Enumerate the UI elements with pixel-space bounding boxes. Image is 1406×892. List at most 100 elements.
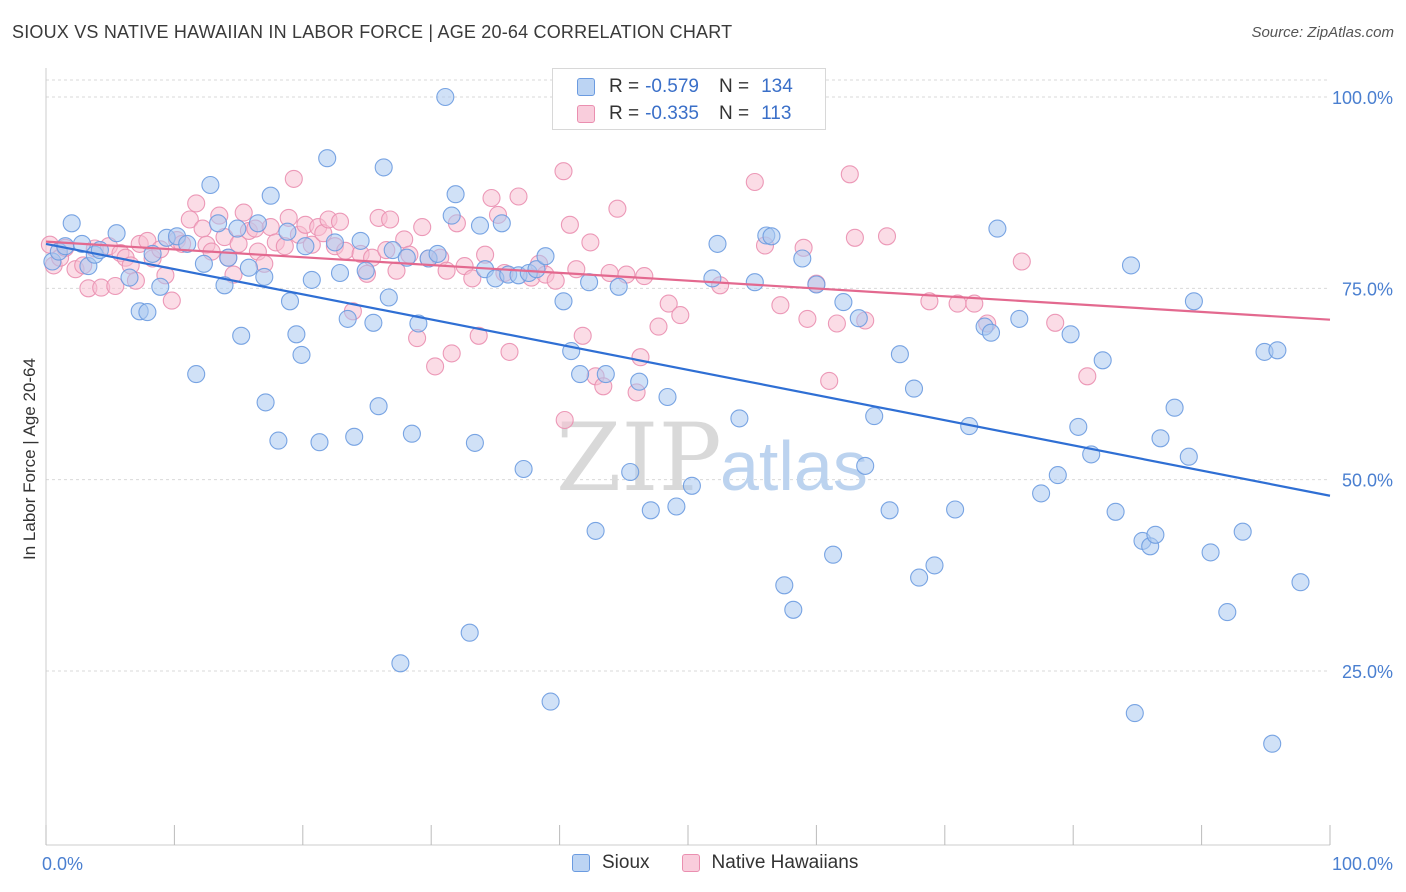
sioux-point: [1121, 256, 1141, 275]
native-hawaiians-point: [840, 165, 859, 184]
watermark-atlas: atlas: [720, 427, 868, 505]
native-hawaiians-point: [469, 326, 488, 345]
y-axis-label: In Labor Force | Age 20-64: [20, 358, 39, 560]
sioux-point: [1069, 417, 1088, 436]
sioux-point: [460, 623, 479, 642]
sioux-point: [107, 224, 126, 243]
r-value: -0.335: [645, 103, 699, 124]
r-value: -0.579: [645, 76, 699, 97]
sioux-point: [536, 247, 555, 266]
native-hawaiians-point: [635, 267, 654, 286]
sioux-point: [910, 568, 929, 587]
native-hawaiians-point: [381, 210, 400, 229]
sioux-point: [1093, 351, 1112, 370]
sioux-point: [209, 214, 228, 233]
correlation-legend: R = -0.579 N = 134 R = -0.335 N = 113: [552, 68, 826, 130]
sioux-point: [120, 268, 139, 287]
sioux-point: [554, 292, 573, 311]
sioux-point: [391, 654, 410, 673]
legend-item-sioux[interactable]: Sioux: [572, 852, 650, 874]
native-hawaiians-point: [560, 215, 579, 234]
sioux-point: [730, 409, 749, 428]
sioux-point: [379, 288, 398, 307]
sioux-point: [261, 186, 280, 205]
sioux-point: [621, 462, 640, 482]
y-tick-label: 100.0%: [1332, 88, 1393, 108]
sioux-point: [667, 497, 686, 516]
sioux-point: [1032, 484, 1051, 503]
native-hawaiians-point: [180, 210, 199, 229]
axes: [45, 68, 1331, 846]
native-hawaiians-point: [581, 233, 600, 252]
sioux-point: [302, 270, 321, 289]
sioux-point: [436, 87, 455, 107]
sioux-swatch: [572, 854, 590, 872]
native-hawaiians-point: [509, 187, 528, 206]
sioux-point: [880, 501, 899, 520]
legend-label-sioux: Sioux: [602, 852, 650, 873]
sioux-point: [925, 556, 944, 575]
sioux-point: [1061, 325, 1080, 344]
sioux-point: [465, 433, 484, 452]
native-hawaiians-point: [193, 219, 212, 238]
legend-label-native-hawaiians: Native Hawaiians: [711, 852, 859, 873]
sioux-point: [215, 276, 234, 295]
sioux-point: [571, 365, 590, 384]
sioux-point: [364, 313, 383, 332]
sioux-point: [397, 248, 416, 267]
sioux-point: [239, 258, 258, 277]
sioux-point: [1233, 522, 1252, 541]
sioux-point: [703, 269, 722, 288]
sioux-point: [807, 275, 826, 294]
sioux-point: [981, 323, 1001, 342]
native-hawaiians-point: [920, 292, 939, 311]
native-hawaiians-point: [820, 371, 839, 390]
watermark: ZIP atlas: [556, 404, 868, 513]
sioux-point: [280, 292, 300, 311]
sioux-point: [856, 456, 875, 475]
sioux-point: [338, 309, 357, 328]
sioux-point: [178, 234, 197, 253]
sioux-point: [1263, 734, 1282, 753]
native-hawaiians-point: [631, 348, 650, 367]
sioux-point: [409, 314, 428, 333]
native-hawaiians-point: [187, 194, 206, 213]
sioux-point: [793, 249, 812, 268]
trend-lines: [45, 240, 1331, 497]
y-tick-label: 25.0%: [1342, 662, 1393, 682]
sioux-point: [682, 476, 701, 495]
native-hawaiians-trend-line: [45, 240, 1331, 321]
native-hawaiians-point: [162, 291, 181, 310]
legend-item-native-hawaiians[interactable]: Native Hawaiians: [681, 852, 859, 874]
sioux-point: [269, 431, 288, 450]
legend-row-sioux: R = -0.579 N = 134: [577, 75, 793, 99]
sioux-point: [946, 500, 965, 519]
n-label: N =: [718, 103, 750, 124]
sioux-point: [330, 263, 350, 283]
x-tick-label: 0.0%: [42, 854, 83, 874]
sioux-point: [1165, 398, 1184, 417]
tick-labels: 25.0% 50.0% 75.0% 100.0% 0.0% 100.0%: [42, 88, 1393, 874]
sioux-point: [890, 345, 909, 364]
native-hawaiians-point: [106, 276, 125, 296]
native-hawaiians-point: [413, 218, 432, 237]
sioux-point: [296, 237, 315, 256]
sioux-point: [658, 387, 677, 407]
native-hawaiians-point: [771, 296, 790, 315]
sioux-point: [287, 325, 306, 344]
sioux-point: [1106, 502, 1125, 521]
native-hawaiians-point: [745, 172, 764, 192]
sioux-point: [586, 521, 605, 540]
sioux-point: [442, 206, 461, 225]
sioux-point: [630, 372, 649, 391]
hawaiians-swatch: [577, 105, 595, 123]
sioux-point: [849, 309, 868, 328]
sioux-point: [784, 600, 803, 619]
sioux-point: [255, 267, 274, 286]
r-label: R =: [609, 76, 640, 97]
n-label: N =: [718, 76, 750, 97]
series-legend: Sioux Native Hawaiians: [572, 852, 890, 874]
sioux-point: [228, 219, 247, 238]
r-label: R =: [609, 103, 640, 124]
